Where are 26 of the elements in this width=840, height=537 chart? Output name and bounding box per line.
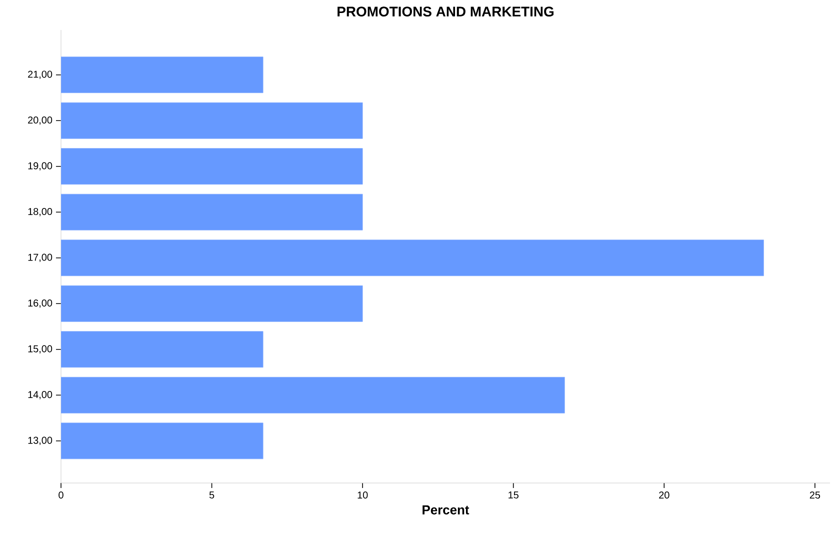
y-tick-label: 16,00 [28, 300, 52, 308]
bar [61, 56, 264, 94]
x-tick-label: 5 [209, 492, 214, 498]
y-tick-label: 14,00 [28, 391, 52, 400]
bar [61, 376, 565, 414]
x-tick-label: 15 [508, 492, 518, 498]
y-tick-label: 17,00 [28, 254, 52, 262]
x-tick-label: 10 [358, 492, 368, 499]
x-tick-label: 20 [659, 492, 670, 499]
y-tick-label: 15,00 [28, 345, 52, 354]
bar [61, 148, 363, 185]
bar [61, 194, 363, 230]
y-tick-label: 20,00 [28, 116, 52, 125]
bar [61, 102, 363, 139]
bar [61, 285, 363, 322]
chart-title: PROMOTIONS AND MARKETING [338, 6, 554, 17]
y-tick-label: 21,00 [28, 70, 52, 79]
bar [61, 240, 764, 276]
y-tick-label: 19,00 [28, 162, 52, 170]
x-axis-title: Percent [422, 505, 470, 514]
y-tick-label: 18,00 [28, 208, 52, 216]
x-tick-label: 25 [810, 492, 820, 499]
bar [61, 331, 264, 368]
x-tick-label: 0 [58, 492, 64, 499]
bar [61, 422, 264, 460]
y-tick-label: 13,00 [28, 436, 52, 446]
